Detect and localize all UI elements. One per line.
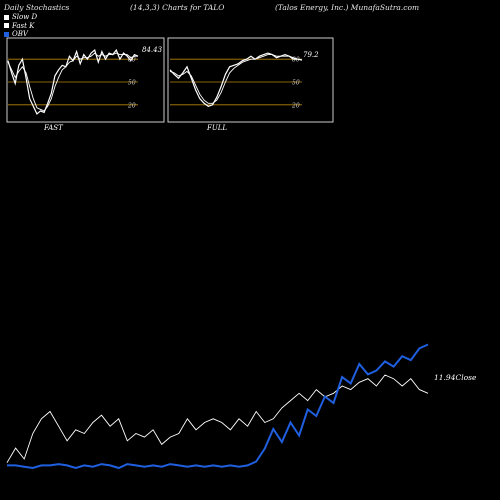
full-series-1 xyxy=(169,54,303,104)
legend-item-fast-k: Fast K xyxy=(4,22,37,31)
fast-level-label-80: 80 xyxy=(128,57,136,64)
legend-swatch-slow-d xyxy=(4,14,9,20)
fast-level-label-50: 50 xyxy=(128,80,136,87)
full-panel-frame xyxy=(167,37,334,123)
legend-label-fast-k: Fast K xyxy=(12,21,35,30)
fast-series-1 xyxy=(7,52,138,112)
chart-header-left: Daily Stochastics xyxy=(4,3,70,12)
close-value-suffix: Close xyxy=(455,373,477,382)
fast-panel-title: FAST xyxy=(43,124,64,132)
chart-header-right: (Talos Energy, Inc.) MunafaSutra.com xyxy=(275,3,420,12)
close-value-number: 11.94 xyxy=(434,373,456,382)
legend-swatch-fast-k xyxy=(4,23,9,29)
chart-legend: Slow D Fast K OBV xyxy=(4,13,37,39)
close-series-line xyxy=(6,374,429,463)
legend-label-obv: OBV xyxy=(12,30,28,38)
full-level-label-80: 80 xyxy=(292,57,300,64)
fast-level-label-20: 20 xyxy=(127,102,136,109)
legend-swatch-obv xyxy=(4,31,9,37)
close-value-label: 11.94Close xyxy=(434,373,477,382)
legend-item-obv: OBV xyxy=(4,30,37,39)
fast-last-value: 84.43 xyxy=(142,46,163,54)
full-level-label-20: 20 xyxy=(291,102,300,109)
fast-panel-frame xyxy=(6,37,165,123)
full-level-label-50: 50 xyxy=(292,80,300,87)
full-last-value: 79.2 xyxy=(303,51,319,59)
legend-item-slow-d: Slow D xyxy=(4,13,37,22)
legend-label-slow-d: Slow D xyxy=(12,13,38,21)
obv-series-line xyxy=(7,343,429,470)
chart-header-center: (14,3,3) Charts for TALO xyxy=(130,3,225,12)
full-panel-title: FULL xyxy=(206,124,227,132)
